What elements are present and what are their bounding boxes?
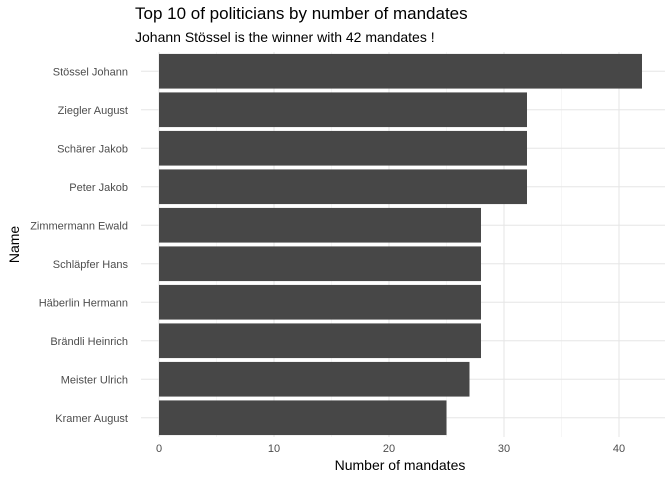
y-tick-label: Häberlin Hermann [39,297,128,309]
x-tick-label: 10 [268,443,280,455]
bar [159,361,470,397]
bar [159,323,481,359]
y-tick-label: Ziegler August [58,105,128,117]
bar [159,246,481,282]
bar [159,207,481,243]
y-tick-label: Schläpfer Hans [53,259,129,271]
chart-title: Top 10 of politicians by number of manda… [135,4,468,23]
y-tick-label: Stössel Johann [53,66,128,78]
x-tick-label: 40 [613,443,625,455]
y-tick-label: Zimmermann Ewald [30,220,128,232]
bar [159,130,527,166]
y-tick-label: Peter Jakob [69,182,128,194]
x-axis-title: Number of mandates [335,457,466,473]
bar [159,400,447,436]
bar [159,92,527,128]
y-tick-label: Schärer Jakob [57,143,128,155]
x-tick-label: 30 [498,443,510,455]
chart-subtitle: Johann Stössel is the winner with 42 man… [135,29,435,45]
x-tick-label: 20 [383,443,395,455]
y-tick-label: Kramer August [55,413,128,425]
bar [159,169,527,205]
bar [159,53,642,89]
y-tick-label: Brändli Heinrich [50,336,128,348]
y-axis-title: Name [6,226,22,264]
bar [159,284,481,320]
x-tick-label: 0 [156,443,162,455]
y-tick-label: Meister Ulrich [61,374,128,386]
